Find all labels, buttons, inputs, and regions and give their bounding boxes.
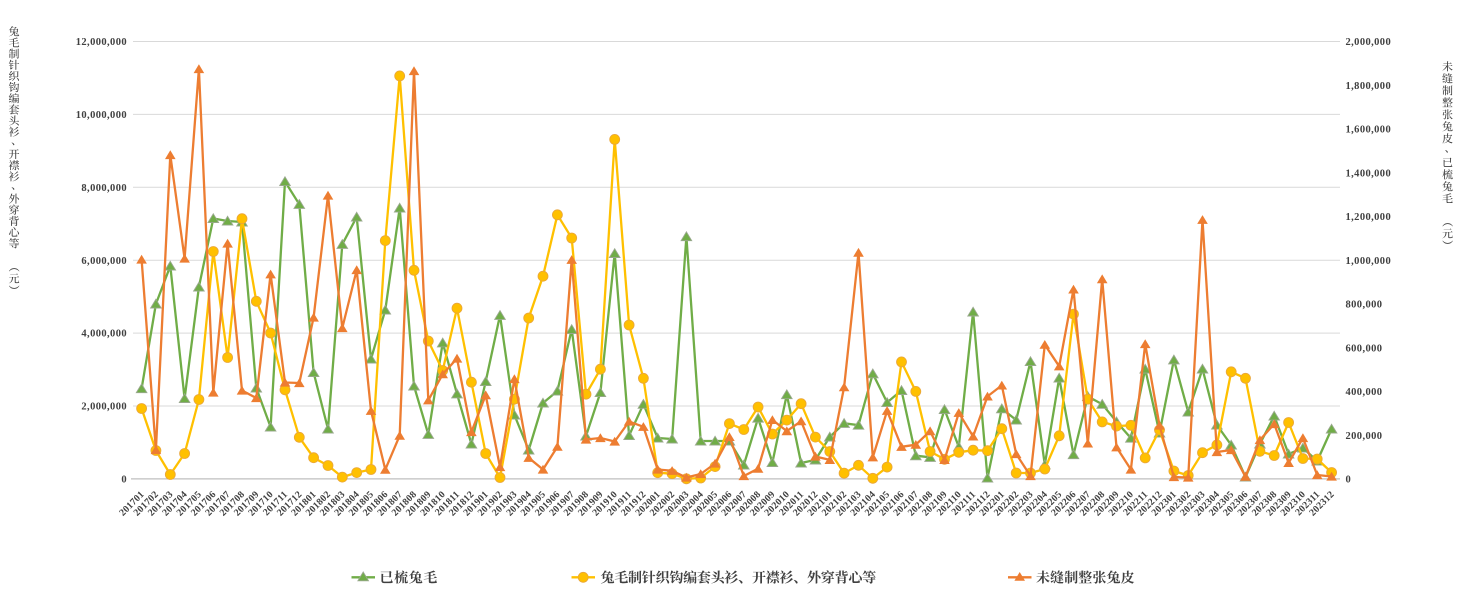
svg-text:10,000,000: 10,000,000 (76, 110, 127, 121)
svg-text:1,400,000: 1,400,000 (1346, 168, 1392, 179)
svg-text:0: 0 (1346, 475, 1352, 486)
svg-text:1,200,000: 1,200,000 (1346, 212, 1392, 223)
svg-text:800,000: 800,000 (1346, 300, 1383, 311)
svg-text:8,000,000: 8,000,000 (81, 183, 127, 194)
svg-text:400,000: 400,000 (1346, 387, 1383, 398)
svg-text:6,000,000: 6,000,000 (81, 256, 127, 267)
svg-text:1,600,000: 1,600,000 (1346, 125, 1392, 136)
svg-text:4,000,000: 4,000,000 (81, 329, 127, 340)
svg-text:600,000: 600,000 (1346, 343, 1383, 354)
svg-text:200,000: 200,000 (1346, 431, 1383, 442)
svg-text:0: 0 (121, 475, 127, 486)
svg-text:2,000,000: 2,000,000 (1346, 37, 1392, 48)
svg-text:12,000,000: 12,000,000 (76, 37, 127, 48)
svg-text:1,000,000: 1,000,000 (1346, 256, 1392, 267)
svg-text:1,800,000: 1,800,000 (1346, 81, 1392, 92)
svg-text:2,000,000: 2,000,000 (81, 402, 127, 413)
